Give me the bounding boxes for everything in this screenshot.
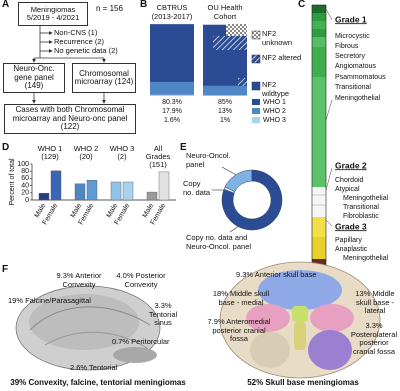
panel-letter: B	[140, 0, 148, 10]
subtype-label: Transitional	[343, 204, 379, 211]
bar-segment	[203, 85, 247, 96]
group-header: WHO 1 (129)	[37, 144, 63, 161]
location-label: 3.3% Posterolateral posterior cranial fo…	[350, 321, 398, 356]
bar-segment	[150, 24, 194, 82]
subtype-label: Meningothelial	[335, 95, 381, 102]
source-box: Meningiomas 5/2019 - 4/2021	[18, 2, 88, 26]
y-tick-label: 80	[21, 168, 29, 175]
location-label: 2.6% Tentorial	[70, 363, 118, 372]
y-tick-label: 20	[21, 190, 29, 197]
subtype-label: Atypical	[335, 186, 360, 193]
bar-header: OU Health Cohort	[207, 3, 243, 21]
nf2-legend: NF2 altered	[262, 53, 302, 62]
y-tick-label: 100	[17, 161, 29, 168]
subtype-label: Psammomatous	[335, 74, 386, 81]
gene-panel-box: Neuro-Onc. gene panel (149)	[3, 63, 65, 93]
location-label: 3.3% Tentorial sinus	[148, 301, 178, 327]
grade-title: Grade 1	[335, 14, 367, 24]
location-label: 13% Middle skull base - lateral	[355, 289, 395, 315]
bar-header: CBTRUS (2013-2017)	[151, 3, 193, 21]
legend-swatch	[252, 117, 260, 123]
location-label: 9.3% Anterior Convexity	[56, 271, 102, 289]
bar	[122, 181, 134, 201]
subtype-label: Chordoid	[335, 177, 364, 184]
panel-letter: E	[180, 142, 187, 153]
subtype-label: Angiomatous	[335, 63, 376, 70]
legend-label: WHO 1	[263, 99, 286, 106]
group-header: WHO 3 (2)	[109, 144, 135, 161]
panel-letter: A	[2, 0, 10, 10]
panel-letter: C	[298, 0, 306, 10]
legend-swatch	[252, 108, 260, 114]
grade-title: Grade 3	[335, 221, 367, 231]
bar-segment	[203, 95, 247, 96]
convexity-brain	[15, 285, 161, 371]
subtype-label: Anaplastic	[335, 246, 368, 253]
legend-swatch	[252, 99, 260, 105]
exclusion: Recurrence (2)	[54, 37, 105, 46]
bar	[110, 181, 122, 201]
value-label: 17.9%	[162, 108, 182, 115]
location-label: 0.7% Peritorcular	[112, 337, 170, 346]
bar	[38, 192, 50, 201]
subtype-label: Fibroblastic	[343, 213, 379, 220]
nf2-overlay	[213, 24, 261, 91]
flow-arrows	[32, 26, 106, 104]
bar	[86, 179, 98, 201]
cohort-count: n = 156	[96, 4, 123, 13]
location-label: 9.3% Anterior skull base	[236, 270, 317, 279]
subtype-label: Secretory	[335, 53, 365, 60]
location-label: 18% Middle skull base - medial	[212, 289, 270, 307]
bar	[74, 183, 86, 201]
location-label: 4.0% Posterior Convexity	[116, 271, 166, 289]
exclusion: Non-CNS (1)	[54, 28, 98, 37]
donut-segment	[224, 169, 253, 193]
donut-label: Copy no. data and Neuro-Oncol. panel	[186, 233, 252, 251]
value-label: 80.3%	[162, 99, 182, 106]
subtype-label: Fibrous	[335, 43, 359, 50]
legend-label: WHO 3	[263, 117, 286, 124]
y-axis-label: Percent of total	[9, 158, 16, 206]
donut-label: Neuro-Oncol. panel	[186, 151, 231, 169]
bar-segment	[150, 94, 194, 96]
y-tick-label: 40	[21, 182, 29, 189]
exclusion: No genetic data (2)	[54, 46, 118, 55]
panel-letter: D	[2, 142, 10, 153]
donut-label: Copy no. data	[183, 179, 211, 197]
location-label: 19% Falcine/Parasagittal	[8, 296, 91, 305]
group-header: All Grades (151)	[145, 144, 171, 169]
both-box: Cases with both Chromosomal microarray a…	[4, 104, 136, 134]
bar-segment	[150, 81, 194, 95]
bar	[50, 170, 62, 201]
caption: 39% Convexity, falcine, tentorial mening…	[10, 378, 186, 387]
bar	[146, 191, 158, 201]
group-header: WHO 2 (20)	[73, 144, 99, 161]
subtype-bar	[311, 4, 327, 266]
location-label: 7.9% Anteromedial posterior cranial foss…	[207, 317, 271, 343]
caption: 52% Skull base meningiomas	[247, 378, 359, 387]
y-tick-label: 60	[21, 175, 29, 182]
donut-segment	[221, 169, 283, 231]
value-label: 1%	[220, 117, 230, 124]
bar	[158, 171, 170, 201]
microarray-box: Chromosomal microarray (124)	[72, 63, 136, 93]
panel-letter: F	[2, 264, 9, 275]
y-tick-label: 0	[25, 197, 29, 204]
subtype-label: Meningothelial	[343, 195, 389, 202]
value-label: 13%	[218, 108, 232, 115]
subtype-label: Meningothelial	[343, 255, 389, 262]
nf2-legend: NF2 unknown	[262, 29, 293, 47]
nf2-legend: NF2 wildtype	[262, 80, 290, 98]
subtype-label: Papillary	[335, 237, 362, 244]
legend-label: WHO 2	[263, 108, 286, 115]
grade-title: Grade 2	[335, 160, 367, 170]
subtype-label: Transitional	[335, 84, 371, 91]
value-label: 1.6%	[164, 117, 180, 124]
subtype-label: Microcystic	[335, 33, 370, 40]
value-label: 85%	[218, 99, 232, 106]
skull-base	[219, 261, 381, 379]
subtype-leaders	[325, 8, 333, 227]
